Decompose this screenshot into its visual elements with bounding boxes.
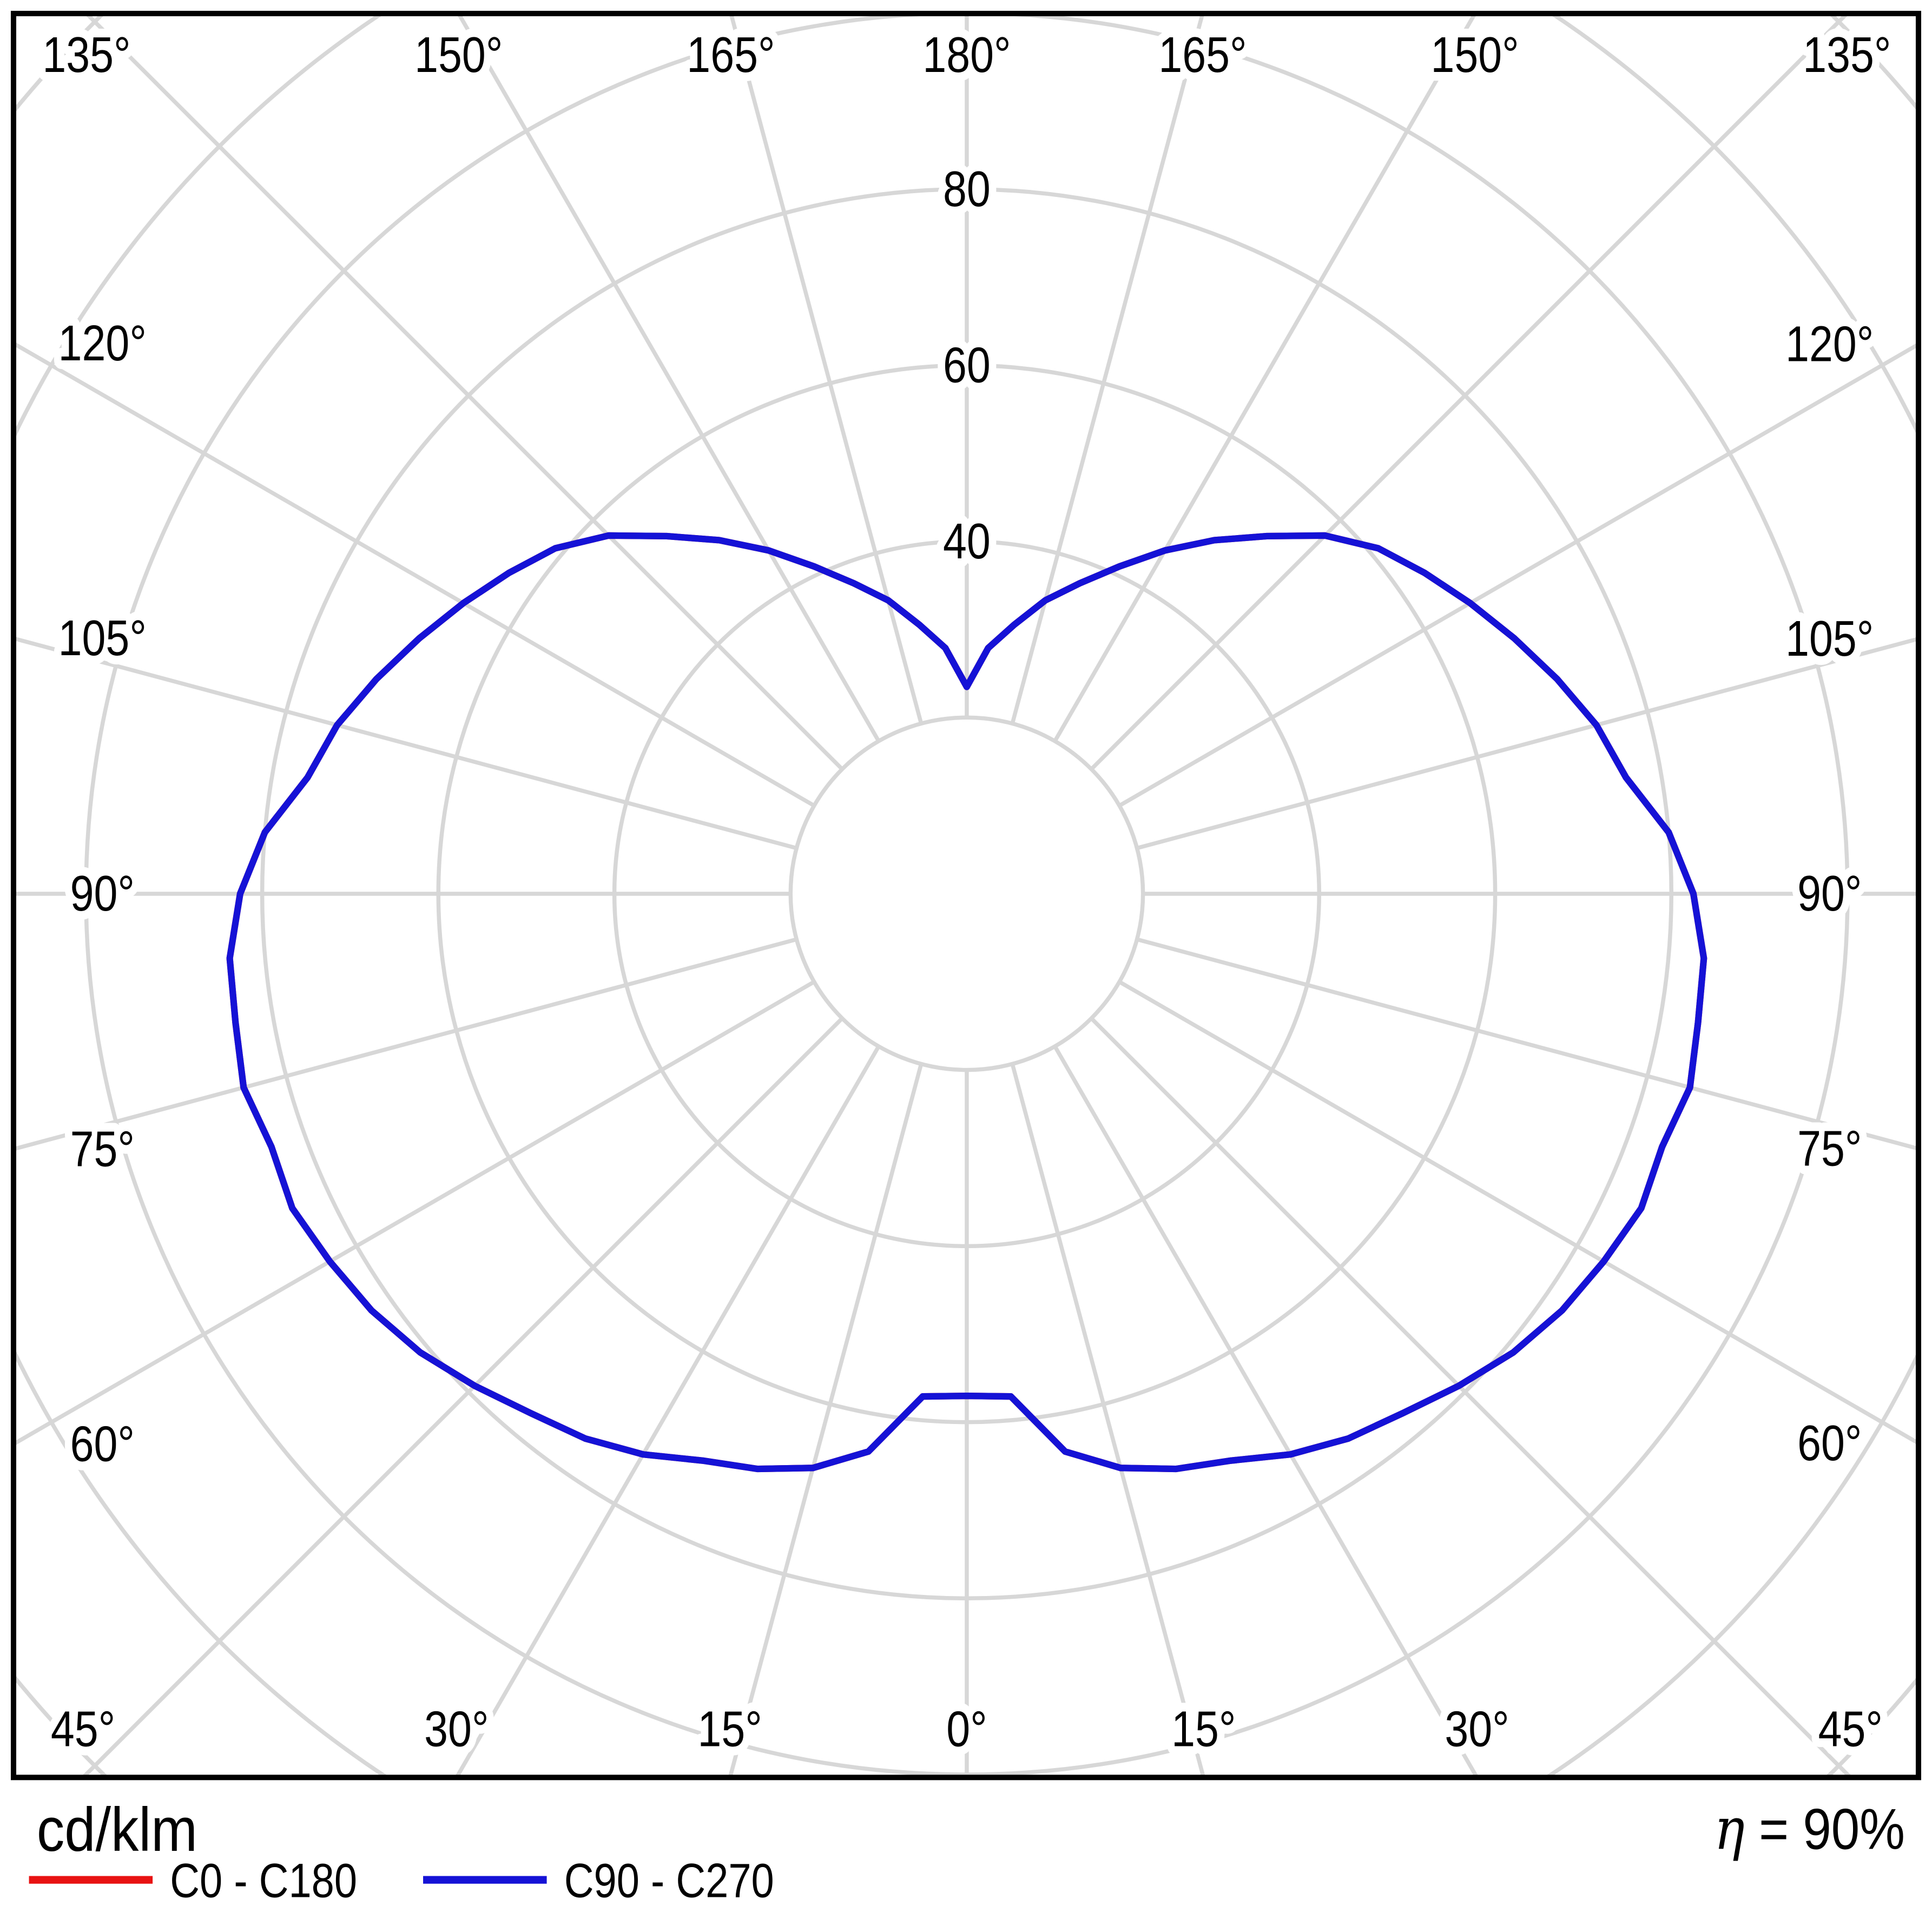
- angle-label-90-right: 90°: [1797, 866, 1862, 921]
- grid-spoke-345: [728, 1063, 924, 1778]
- angle-label-165-left: 165°: [687, 27, 775, 83]
- angle-label-15-left: 15°: [697, 1701, 762, 1757]
- angle-label-90-left: 90°: [70, 866, 135, 921]
- angle-tick-labels: 0° 15° 15° 30° 30° 45° 45° 60° 60° 75° 75° 90° 90° 10…: [35, 19, 1900, 1765]
- grid-ring-20: [788, 715, 1145, 1072]
- grid-spoke-285: [13, 937, 797, 1151]
- angle-label-150-right: 150°: [1430, 27, 1519, 83]
- angle-label-60-left: 60°: [70, 1416, 135, 1472]
- legend-label-c90-c270: C90 - C270: [564, 1854, 774, 1908]
- grid-spoke-210: [456, 13, 881, 742]
- angle-label-45-left: 45°: [51, 1701, 115, 1757]
- grid-spoke-240: [13, 341, 815, 808]
- ring-label-40: 40: [943, 513, 991, 569]
- angle-label-45-right: 45°: [1818, 1701, 1883, 1757]
- grid-spoke-195: [729, 13, 924, 724]
- legend-label-c0-c180: C0 - C180: [170, 1854, 357, 1908]
- angle-label-120-right: 120°: [1785, 316, 1874, 372]
- angle-label-60-right: 60°: [1797, 1415, 1862, 1471]
- grid-spoke-300: [13, 980, 815, 1447]
- grid-spoke-105: [1136, 636, 1919, 850]
- grid-spoke-225: [83, 13, 844, 771]
- angle-label-135-right: 135°: [1803, 27, 1891, 83]
- grid-spoke-75: [1136, 937, 1919, 1151]
- curve-c90-c270: [226, 532, 1707, 1473]
- grid-spoke-135: [1090, 13, 1850, 771]
- angle-label-15-right: 15°: [1171, 1701, 1236, 1757]
- angle-label-75-left: 75°: [70, 1121, 135, 1177]
- grid-spoke-120: [1118, 342, 1919, 808]
- units-label: cd/klm: [37, 1796, 197, 1864]
- angle-label-75-right: 75°: [1797, 1121, 1862, 1177]
- angle-label-105-right: 105°: [1785, 611, 1874, 667]
- bottom-band: cd/klm η = 90% C0 - C180 C90 - C270: [29, 1795, 1905, 1908]
- grid-spoke-330: [454, 1045, 881, 1778]
- grid-spoke-30: [1053, 1045, 1480, 1778]
- ring-tick-labels: 40 60 80: [935, 153, 998, 577]
- angle-label-30-right: 30°: [1445, 1701, 1509, 1757]
- chart-frame: [10, 10, 1922, 1781]
- angle-label-120-left: 120°: [58, 315, 147, 371]
- angle-label-30-left: 30°: [424, 1701, 489, 1757]
- angle-label-150-left: 150°: [414, 27, 503, 83]
- angle-label-0-right: 0°: [946, 1701, 987, 1757]
- grid-spoke-15: [1010, 1063, 1206, 1778]
- grid-spoke-60: [1118, 980, 1919, 1446]
- grid-spoke-165: [1010, 13, 1205, 724]
- grid-spoke-45: [1090, 1017, 1854, 1778]
- grid-spoke-255: [13, 636, 797, 850]
- efficiency-label: η = 90%: [1714, 1795, 1905, 1863]
- ring-label-60: 60: [943, 338, 991, 393]
- angle-label-165-right: 165°: [1158, 27, 1247, 83]
- ring-label-80: 80: [943, 161, 991, 217]
- legend: C0 - C180 C90 - C270: [29, 1854, 774, 1908]
- grid-spoke-150: [1053, 13, 1478, 742]
- angle-label-180-right: 180°: [922, 27, 1011, 83]
- grid-spoke-315: [80, 1017, 844, 1778]
- angle-label-105-left: 105°: [58, 610, 147, 666]
- angle-label-135-left: 135°: [42, 27, 130, 83]
